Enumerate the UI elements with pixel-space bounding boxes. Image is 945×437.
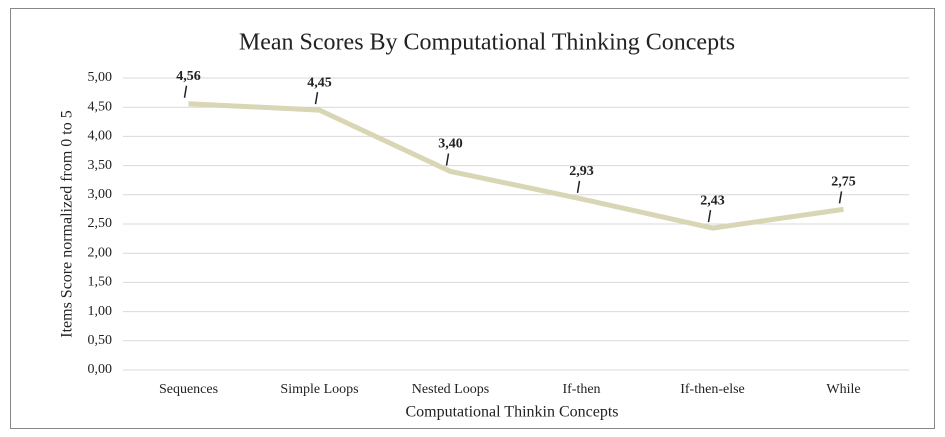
leader-line [445, 153, 450, 166]
x-tick-label: If-then [562, 382, 600, 397]
data-label: 4,56 [176, 69, 201, 84]
leader-line [838, 191, 843, 204]
leader-line [183, 85, 188, 98]
x-tick-label: Sequences [159, 382, 218, 397]
y-tick-label: 4,00 [88, 129, 113, 144]
data-label: 2,93 [569, 164, 594, 179]
y-tick-label: 4,50 [88, 99, 113, 114]
data-label: 2,43 [700, 193, 725, 208]
y-tick-label: 1,00 [88, 304, 113, 319]
y-tick-label: 2,00 [88, 245, 113, 260]
y-tick-label: 3,50 [88, 158, 113, 173]
data-label: 4,45 [307, 75, 332, 90]
x-tick-label: While [826, 382, 860, 397]
data-line [188, 101, 844, 231]
y-axis-label: Items Score normalized from 0 to 5 [59, 110, 76, 338]
chart-title: Mean Scores By Computational Thinking Co… [239, 30, 735, 56]
y-tick-label: 0,50 [88, 333, 113, 348]
data-label: 3,40 [438, 137, 463, 152]
x-tick-label: Nested Loops [412, 382, 489, 397]
x-axis-label: Computational Thinkin Concepts [405, 404, 618, 421]
y-tick-label: 1,50 [88, 275, 113, 290]
data-label: 2,75 [831, 175, 856, 190]
x-tick-label: If-then-else [680, 382, 745, 397]
y-tick-label: 3,00 [88, 187, 113, 202]
leader-line [314, 91, 319, 105]
leader-line [707, 209, 712, 223]
leader-line [576, 180, 581, 194]
y-tick-label: 2,50 [88, 216, 113, 231]
x-tick-label: Simple Loops [280, 382, 358, 397]
y-tick-label: 0,00 [88, 362, 113, 377]
y-tick-label: 5,00 [88, 70, 113, 85]
